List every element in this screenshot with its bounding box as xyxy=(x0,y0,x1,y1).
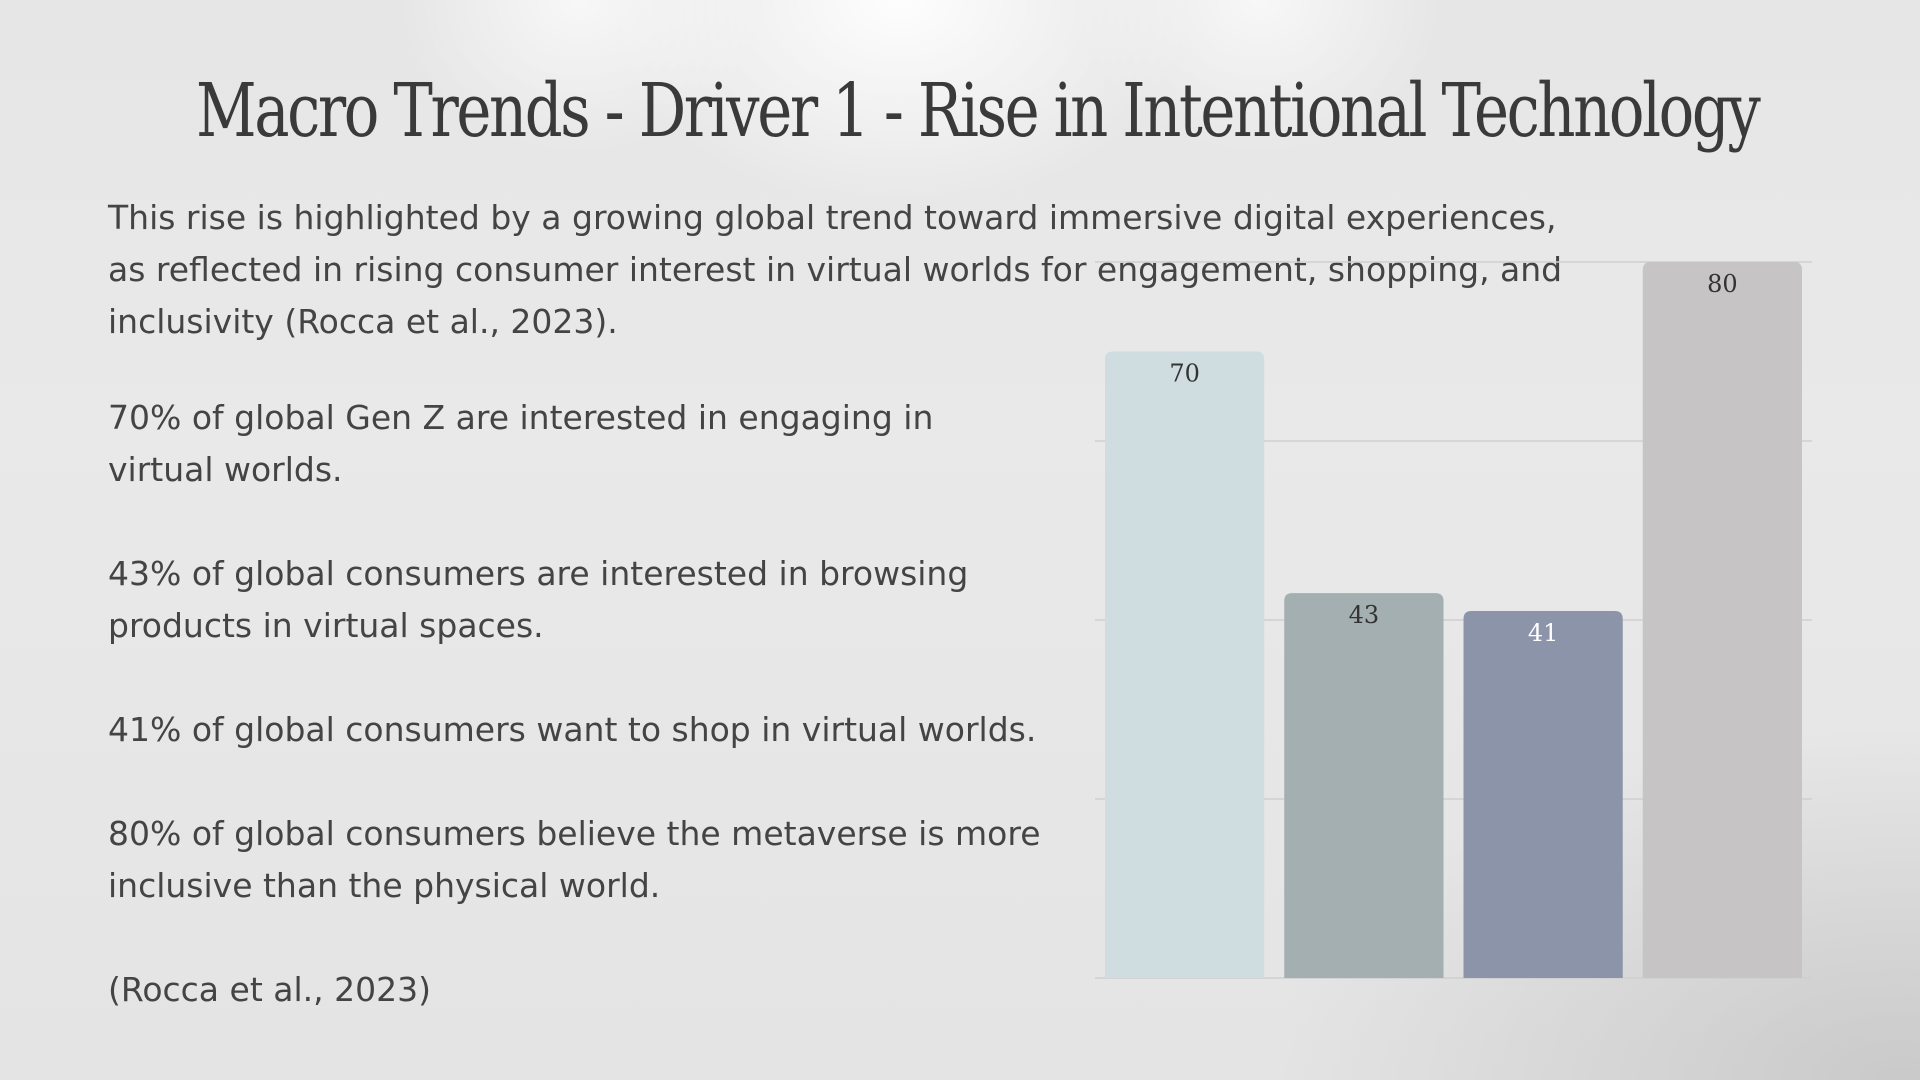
slide-title: Macro Trends - Driver 1 - Rise in Intent… xyxy=(196,68,1761,154)
stat-shop-virtual-worlds: 41% of global consumers want to shop in … xyxy=(108,710,1037,749)
label-layer: 70 43 41 80 xyxy=(1169,270,1737,647)
bar-2 xyxy=(1463,611,1623,978)
intro-paragraph: This rise is highlighted by a growing gl… xyxy=(108,198,1563,341)
bar-chart: 70 43 41 80 xyxy=(1095,261,1812,979)
citation: (Rocca et al., 2023) xyxy=(108,970,431,1009)
bar-layer xyxy=(1105,262,1802,978)
data-label-1: 43 xyxy=(1349,601,1380,629)
data-label-3: 80 xyxy=(1707,270,1738,298)
data-label-2: 41 xyxy=(1528,619,1559,647)
bar-3 xyxy=(1642,262,1802,978)
stat-gen-z-virtual-worlds: 70% of global Gen Z are interested in en… xyxy=(108,398,934,489)
bar-1 xyxy=(1284,593,1444,978)
stat-metaverse-inclusive: 80% of global consumers believe the meta… xyxy=(108,814,1041,905)
data-label-0: 70 xyxy=(1169,360,1200,388)
stat-browsing-virtual-spaces: 43% of global consumers are interested i… xyxy=(108,554,969,645)
bar-0 xyxy=(1105,351,1265,978)
